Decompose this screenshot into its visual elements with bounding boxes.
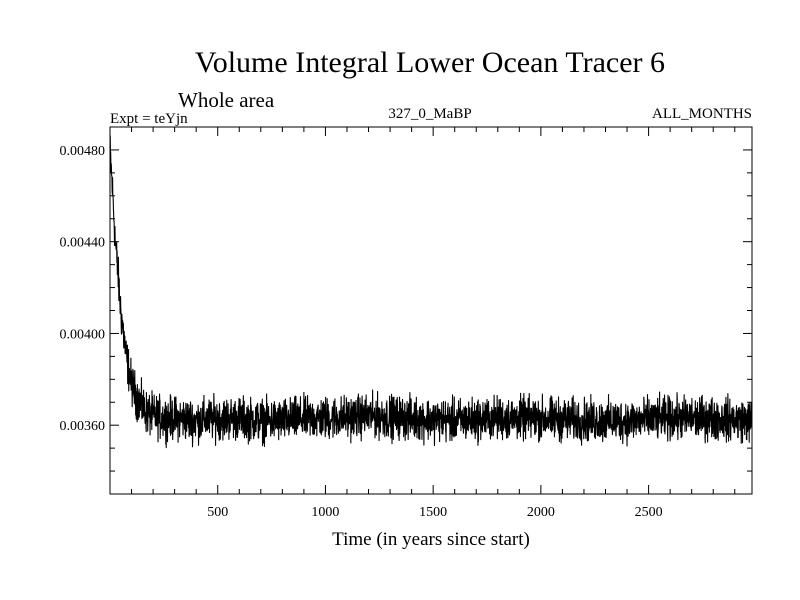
y-tick-label: 0.00400 [60,327,106,342]
y-tick-label: 0.00360 [60,419,106,434]
y-tick-label: 0.00480 [60,144,106,159]
y-axis-ticks: 0.00360 0.00400 0.00440 0.00480 [60,144,752,472]
chart-title: Volume Integral Lower Ocean Tracer 6 [195,46,665,79]
x-tick-label: 500 [207,505,228,520]
x-tick-label: 1000 [311,505,339,520]
series-layer [109,135,753,449]
x-tick-label: 2000 [527,505,555,520]
x-tick-label: 2500 [635,505,663,520]
months-label: ALL_MONTHS [652,106,752,122]
x-axis-label: Time (in years since start) [332,529,530,550]
plot-frame [109,126,753,495]
experiment-label: Expt = teYjn [110,111,188,127]
x-tick-label: 1500 [419,505,447,520]
chart-subtitle: Whole area [178,88,275,112]
period-label: 327_0_MaBP [388,106,471,122]
series-line [109,135,753,449]
x-axis-ticks: 500 1000 1500 2000 2500 [131,127,736,520]
y-tick-label: 0.00440 [60,236,106,251]
